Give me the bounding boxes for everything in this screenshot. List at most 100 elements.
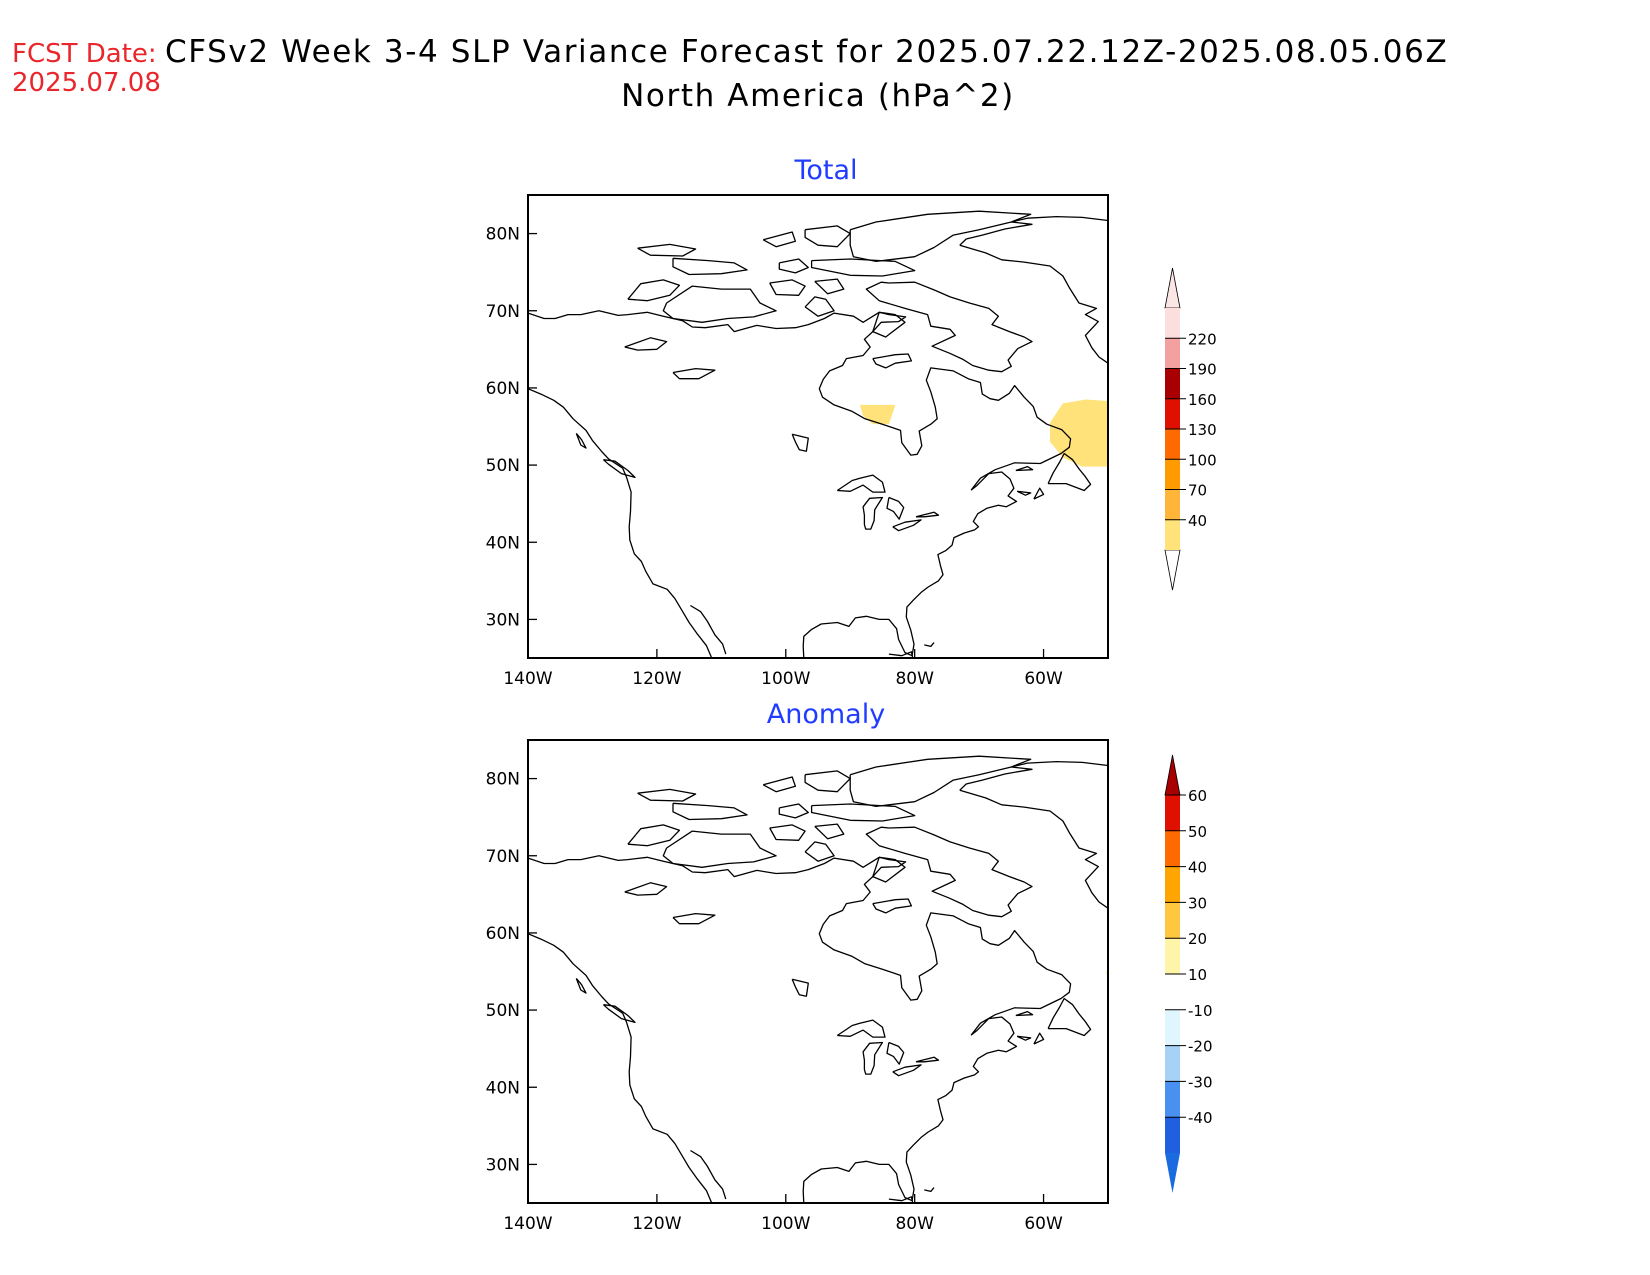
- coastline: [627, 824, 681, 847]
- colorbar-segment: [1165, 308, 1180, 339]
- coastline: [959, 789, 1108, 909]
- colorbar-label: 70: [1188, 482, 1207, 500]
- colorbar-segment: [1165, 795, 1180, 831]
- colorbar-label: 10: [1188, 966, 1207, 984]
- main-title: CFSv2 Week 3-4 SLP Variance Forecast for…: [165, 34, 1448, 70]
- colorbar-label: -10: [1188, 1002, 1213, 1020]
- colorbar-under-triangle: [1165, 1153, 1180, 1193]
- coastline: [662, 830, 777, 868]
- coastline: [690, 1149, 727, 1200]
- coastline: [778, 258, 809, 274]
- coastline: [762, 231, 797, 248]
- colorbar-segment: [1165, 1009, 1180, 1046]
- total-map-frame: [527, 194, 1109, 659]
- coastline: [872, 311, 906, 338]
- lat-tick-label: 50N: [486, 456, 520, 476]
- lon-tick-label: 140W: [503, 1214, 552, 1234]
- colorbar-label: 160: [1188, 391, 1217, 409]
- colorbar-label: 130: [1188, 421, 1217, 439]
- colorbar-label: -40: [1188, 1109, 1213, 1127]
- lat-tick-label: 50N: [486, 1001, 520, 1021]
- coastline: [1033, 487, 1045, 500]
- coastline: [865, 281, 1033, 373]
- anomaly-colorbar: -40 -30 -20 -10 10 20 30 40 50 60: [1164, 754, 1213, 1193]
- lon-tick-label: 120W: [632, 669, 681, 689]
- colorbar-segment: [1165, 519, 1180, 550]
- coastline: [959, 244, 1108, 364]
- total-shading: [859, 399, 1108, 467]
- coastline: [528, 310, 1072, 658]
- coastline: [627, 279, 681, 302]
- coastline: [814, 278, 845, 295]
- lon-tick-label: 140W: [503, 669, 552, 689]
- lon-tick-label: 100W: [761, 1214, 810, 1234]
- lon-tick-label: 80W: [895, 1214, 934, 1234]
- colorbar-segment: [1165, 1081, 1180, 1118]
- total-colorbar: 40 70 100 130 160 190 220: [1164, 267, 1217, 591]
- colorbar-label: 190: [1188, 361, 1217, 379]
- coastline: [690, 604, 727, 655]
- colorbar-label: 20: [1188, 930, 1207, 948]
- lon-tick-label: 120W: [632, 1214, 681, 1234]
- lat-tick-label: 60N: [486, 924, 520, 944]
- total-coastlines: [528, 210, 1108, 658]
- lon-tick-label: 60W: [1024, 669, 1063, 689]
- coastline: [915, 511, 940, 518]
- colorbar-segment: [1165, 429, 1180, 460]
- coastline: [1015, 1010, 1034, 1017]
- coastline: [637, 788, 697, 802]
- coastline: [959, 215, 1108, 246]
- coastline: [1047, 452, 1092, 492]
- shaded-region: [859, 404, 896, 425]
- anomaly-panel: Anomaly 140W 120W 100W 80W 60W 30N 40N 50N 60N 70…: [486, 699, 1213, 1234]
- coastline: [915, 1056, 940, 1063]
- coastline: [804, 225, 851, 248]
- colorbar-under-triangle: [1164, 549, 1181, 591]
- coastline: [892, 1064, 922, 1077]
- coastline: [872, 353, 913, 369]
- colorbar-segment: [1165, 489, 1180, 520]
- total-panel-title: Total: [793, 155, 857, 186]
- colorbar-segment: [1165, 974, 1180, 1010]
- coastline: [602, 1004, 636, 1024]
- coastline: [778, 803, 809, 819]
- colorbar-segment: [1165, 398, 1180, 429]
- coastline: [528, 388, 713, 658]
- coastline: [924, 1187, 935, 1193]
- coastline: [804, 841, 835, 862]
- colorbar-over-triangle: [1164, 267, 1181, 309]
- coastline: [602, 459, 636, 479]
- main-subtitle: North America (hPa^2): [621, 78, 1015, 114]
- coastline: [924, 642, 935, 648]
- fcst-date-value: 2025.07.08: [12, 68, 161, 98]
- anomaly-panel-title: Anomaly: [767, 699, 885, 730]
- lat-tick-label: 80N: [486, 770, 520, 790]
- colorbar-segment: [1165, 1117, 1180, 1153]
- coastline: [888, 1196, 914, 1203]
- colorbar-segment: [1165, 866, 1180, 903]
- coastline: [528, 855, 1072, 1203]
- colorbar-segment: [1165, 938, 1180, 974]
- coastline: [672, 802, 748, 821]
- colorbar-label: -30: [1188, 1073, 1213, 1091]
- lat-tick-label: 70N: [486, 302, 520, 322]
- colorbar-label: 40: [1188, 512, 1207, 530]
- anomaly-map-frame: [527, 739, 1109, 1204]
- colorbar-over-triangle: [1164, 754, 1181, 796]
- lat-tick-label: 40N: [486, 533, 520, 553]
- coastline: [769, 279, 806, 296]
- colorbar-label: 220: [1188, 330, 1217, 348]
- coastline: [886, 1041, 905, 1065]
- colorbar-segment: [1165, 459, 1180, 490]
- fcst-date-label: FCST Date:: [12, 39, 157, 69]
- coastline: [892, 519, 922, 532]
- coastline: [791, 433, 809, 452]
- colorbar-segment: [1165, 338, 1180, 369]
- shaded-region: [1050, 399, 1108, 467]
- coastline: [637, 243, 697, 257]
- colorbar-label: 100: [1188, 451, 1217, 469]
- coastline: [575, 432, 587, 449]
- coastline: [810, 258, 916, 277]
- colorbar-label: 40: [1188, 859, 1207, 877]
- coastline: [672, 912, 716, 925]
